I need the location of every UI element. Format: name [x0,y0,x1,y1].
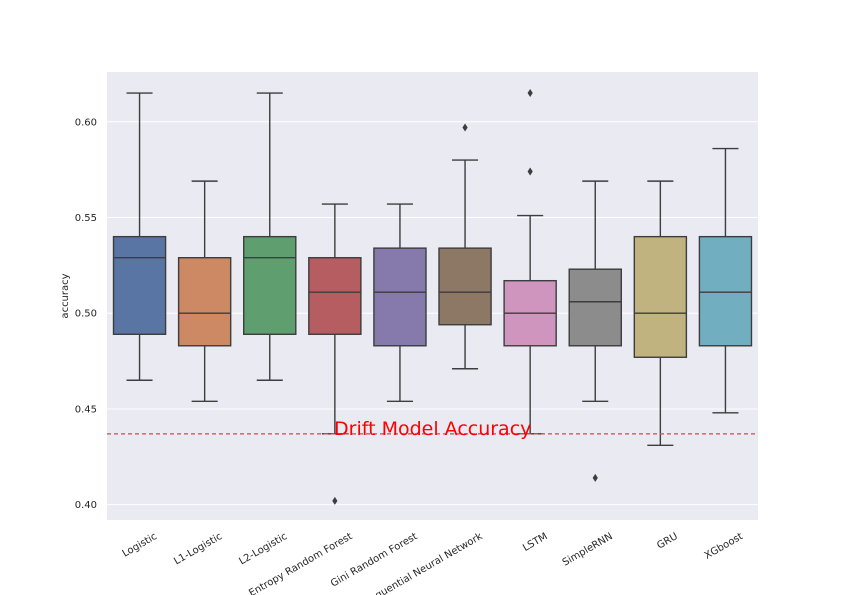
y-tick-label: 0.50 [75,309,97,320]
box-group [633,180,688,447]
y-tick-label: 0.40 [75,500,97,511]
box [177,257,232,347]
box-group [112,92,167,381]
box [633,235,688,358]
box [112,235,167,335]
x-tick-label: GRU [655,531,680,552]
box-group [177,180,232,402]
x-tick-label: L1-Logistic [172,531,224,567]
box [243,235,297,335]
box [568,268,622,347]
x-tick-label: XGboost [703,531,745,562]
outlier-point [527,167,533,176]
boxes [112,89,753,505]
outlier-point [462,123,468,132]
y-axis-label: accuracy [60,273,71,318]
box-group [503,89,557,435]
x-tick-label: Logistic [121,531,159,560]
y-tick-label: 0.45 [75,404,97,415]
x-tick-label: LSTM [521,531,550,554]
box-group [438,123,492,370]
box-group [373,203,427,402]
outlier-point [332,496,338,505]
outlier-point [527,89,533,98]
box [698,235,753,347]
box [308,257,362,335]
box-group [568,180,622,482]
x-tick-label: Sequential Neural Network [363,531,485,595]
box-group [698,147,753,414]
box [438,247,492,326]
y-tick-label: 0.60 [75,117,97,128]
y-axis: 0.40 0.45 0.50 0.55 0.60 [75,117,97,511]
box-group [243,92,297,381]
outlier-point [592,473,598,482]
x-tick-label: L2-Logistic [237,531,289,567]
y-tick-label: 0.55 [75,213,97,224]
x-tick-label: SimpleRNN [561,531,615,569]
box [373,247,427,347]
box-group [308,203,362,505]
drift-annotation: Drift Model Accuracy [334,418,531,440]
